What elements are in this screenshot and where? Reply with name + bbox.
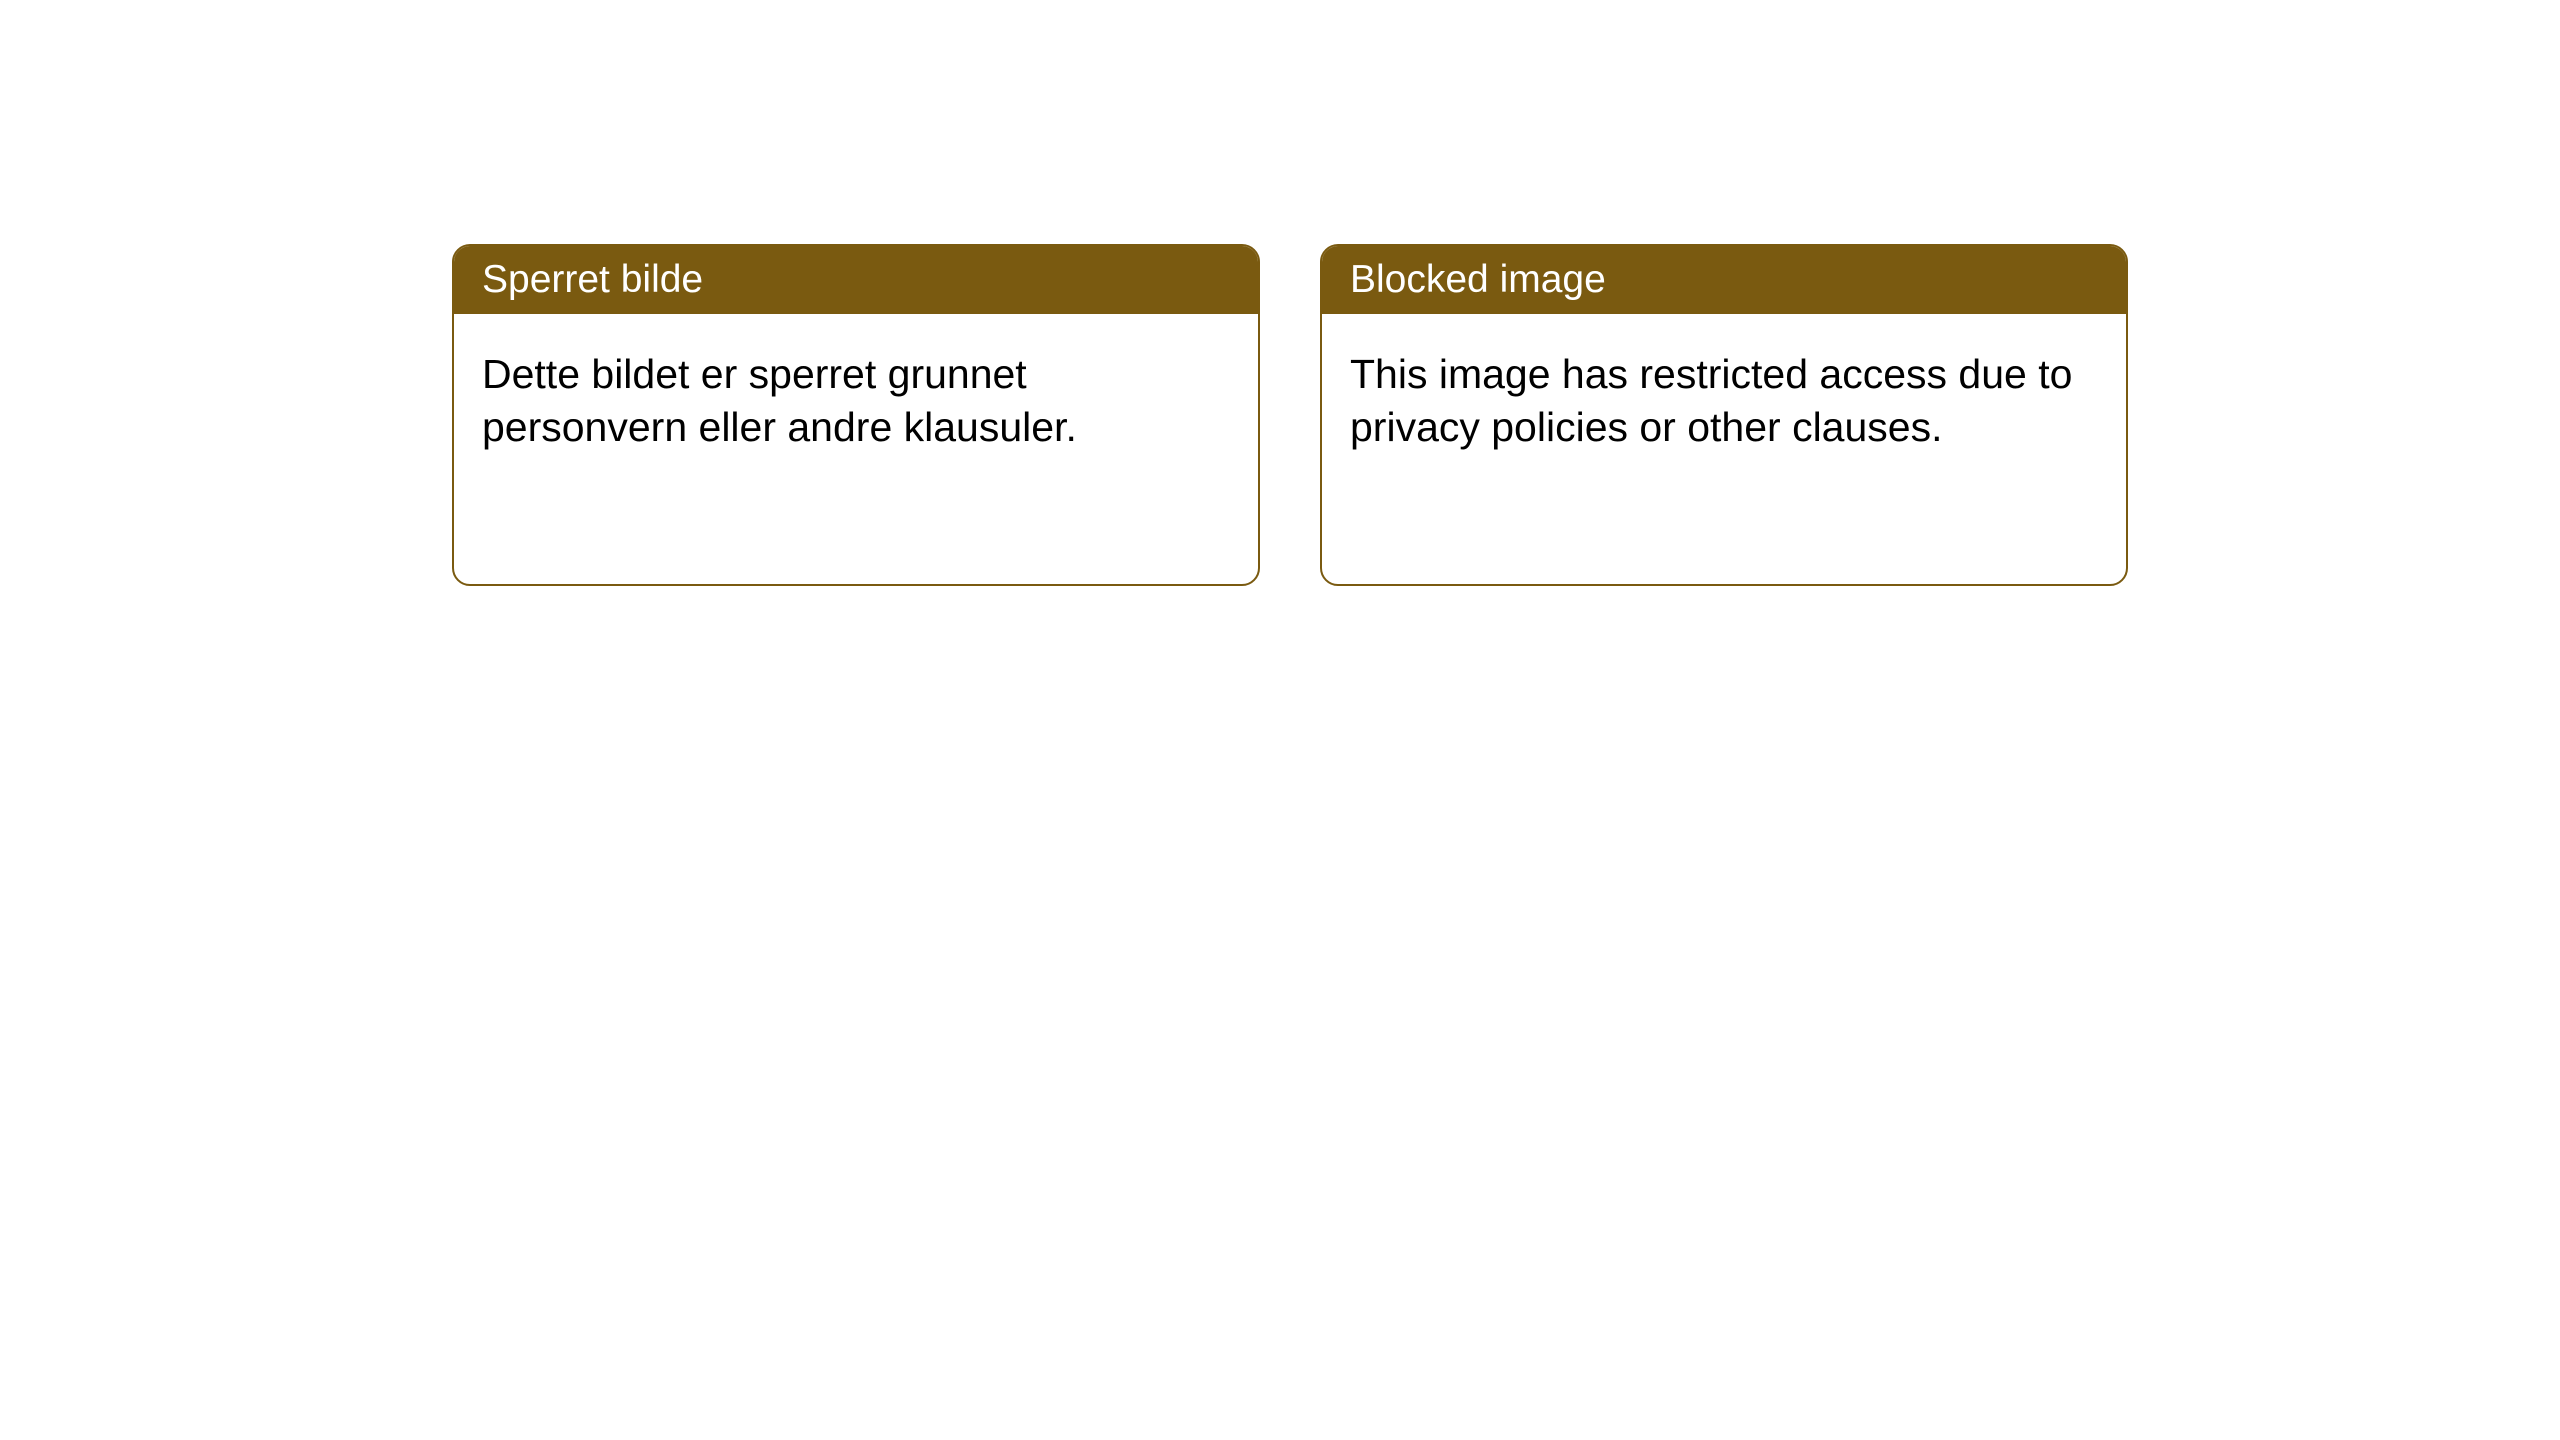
notice-body-norwegian: Dette bildet er sperret grunnet personve… xyxy=(454,314,1258,584)
notice-card-norwegian: Sperret bilde Dette bildet er sperret gr… xyxy=(452,244,1260,586)
notice-header-english: Blocked image xyxy=(1322,246,2126,314)
notice-card-english: Blocked image This image has restricted … xyxy=(1320,244,2128,586)
notice-header-norwegian: Sperret bilde xyxy=(454,246,1258,314)
notice-body-english: This image has restricted access due to … xyxy=(1322,314,2126,584)
notice-container: Sperret bilde Dette bildet er sperret gr… xyxy=(0,0,2560,586)
